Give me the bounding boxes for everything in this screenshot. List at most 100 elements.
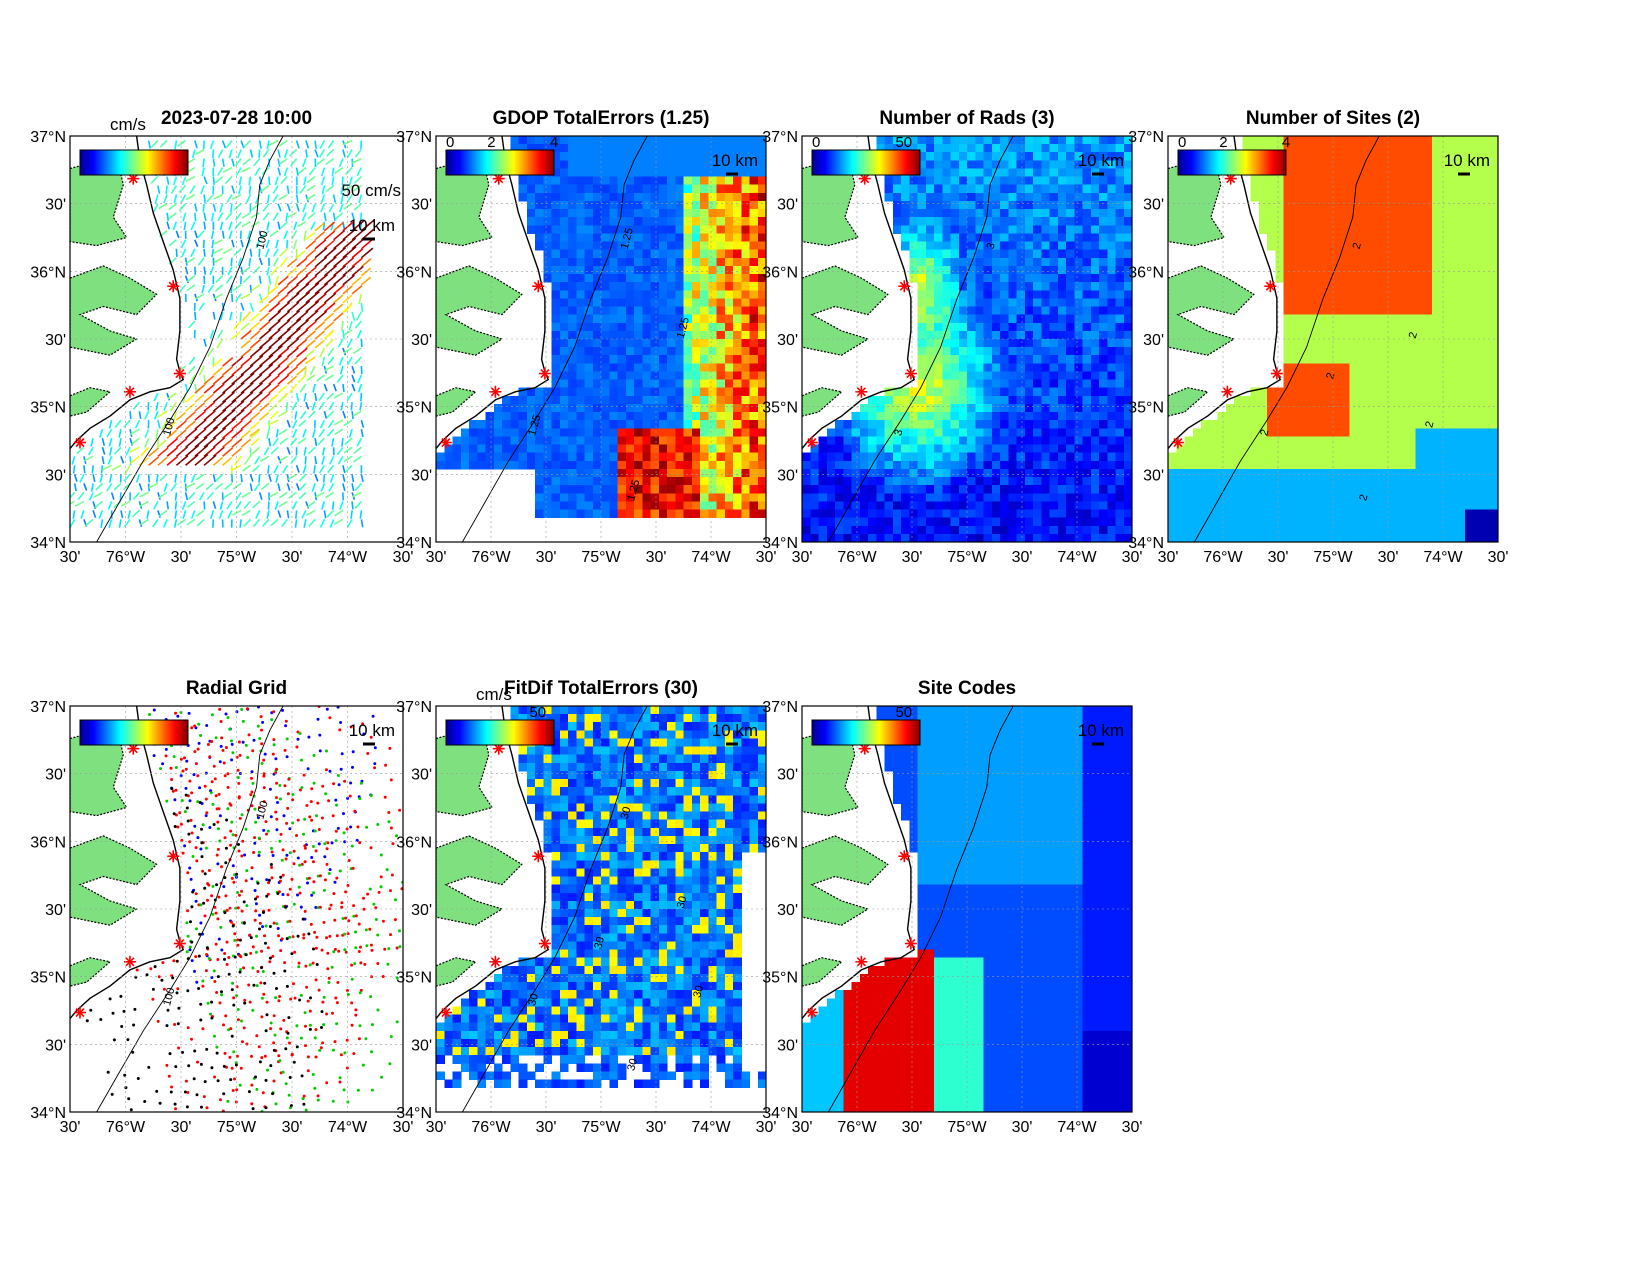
field-cell: [991, 493, 1001, 502]
vector-arrow: [320, 203, 326, 213]
field-cell: [975, 257, 985, 267]
vector-arrow: [351, 212, 355, 221]
vector-arrow: [154, 194, 159, 204]
field-cell: [1123, 347, 1132, 356]
field-cell: [683, 420, 693, 429]
field-cell: [675, 282, 685, 291]
field-cell: [1324, 314, 1334, 324]
vector-arrow: [320, 176, 326, 186]
field-cell: [518, 136, 528, 145]
vector-arrow: [259, 374, 272, 385]
field-cell: [1123, 152, 1132, 161]
field-cell: [1066, 501, 1075, 511]
field-cell: [1473, 176, 1483, 186]
field-cell: [667, 420, 676, 429]
field-cell: [1074, 355, 1084, 364]
field-cell: [667, 493, 676, 502]
field-cell: [1481, 217, 1491, 226]
field-cell: [983, 184, 993, 194]
lat-tick-label: 37°N: [762, 129, 798, 146]
field-cell: [1000, 225, 1009, 234]
vector-arrow: [305, 330, 316, 340]
vector-arrow: [322, 221, 326, 231]
field-cell: [716, 160, 726, 170]
field-cell: [617, 452, 627, 462]
field-cell: [1291, 176, 1301, 186]
field-cell: [609, 257, 619, 267]
field-cell: [675, 184, 685, 194]
field-cell: [1000, 347, 1009, 356]
field-cell: [617, 477, 627, 486]
field-cell: [1316, 274, 1326, 283]
field-cell: [942, 420, 952, 429]
field-cell: [1407, 347, 1417, 356]
field-cell: [991, 201, 1001, 210]
field-cell: [733, 420, 742, 429]
vector-arrow: [228, 230, 233, 240]
field-cell: [1300, 322, 1309, 332]
vector-arrow: [227, 266, 233, 276]
vector-arrow: [325, 338, 335, 348]
field-cell: [1041, 347, 1051, 356]
field-cell: [1407, 265, 1417, 275]
field-cell: [700, 152, 709, 161]
vector-arrow: [272, 185, 279, 194]
field-cell: [975, 525, 985, 535]
vector-arrow: [234, 158, 242, 167]
vector-arrow: [348, 428, 353, 438]
field-cell: [1448, 265, 1458, 275]
field-cell: [1316, 355, 1326, 364]
field-cell: [609, 209, 619, 218]
field-cell: [1341, 347, 1351, 356]
field-cell: [551, 395, 561, 405]
field-cell: [917, 233, 927, 243]
field-cell: [1275, 144, 1285, 153]
field-cell: [1000, 452, 1009, 462]
field-cell: [1074, 330, 1084, 340]
field-cell: [502, 444, 511, 454]
field-cell: [559, 257, 569, 267]
field-cell: [1333, 192, 1342, 202]
vector-arrow: [255, 239, 261, 249]
field-cell: [1324, 330, 1334, 340]
vector-arrow: [158, 509, 168, 517]
field-cell: [1423, 233, 1433, 243]
vector-arrow: [109, 447, 113, 456]
vector-arrow: [307, 446, 316, 455]
vector-arrow: [286, 419, 291, 428]
vector-arrow: [155, 474, 159, 483]
vector-arrow: [333, 392, 344, 399]
field-cell: [617, 395, 627, 405]
field-cell: [1000, 468, 1009, 478]
field-cell: [625, 339, 635, 348]
field-cell: [1448, 274, 1458, 283]
field-cell: [667, 241, 676, 251]
field-cell: [592, 355, 602, 364]
field-cell: [1366, 201, 1375, 210]
vector-arrow: [190, 248, 196, 258]
field-cell: [535, 233, 544, 243]
field-cell: [477, 460, 487, 470]
field-cell: [576, 265, 586, 275]
vector-arrow: [358, 293, 363, 305]
field-cell: [1123, 412, 1132, 421]
field-cell: [667, 477, 676, 486]
vector-arrow: [207, 284, 215, 293]
vector-arrow: [343, 455, 353, 463]
field-cell: [535, 501, 544, 511]
field-cell: [1415, 168, 1425, 178]
vector-arrow: [196, 518, 205, 527]
field-cell: [991, 533, 1001, 542]
field-cell: [1066, 533, 1075, 542]
field-cell: [700, 452, 709, 462]
field-cell: [1324, 192, 1334, 202]
field-cell: [658, 444, 668, 454]
field-cell: [724, 265, 734, 275]
field-cell: [1456, 201, 1466, 210]
field-cell: [1366, 217, 1375, 226]
field-cell: [1349, 257, 1359, 267]
field-cell: [1066, 452, 1075, 462]
vector-arrow: [118, 438, 122, 447]
field-cell: [667, 144, 676, 153]
field-cell: [1115, 209, 1125, 218]
